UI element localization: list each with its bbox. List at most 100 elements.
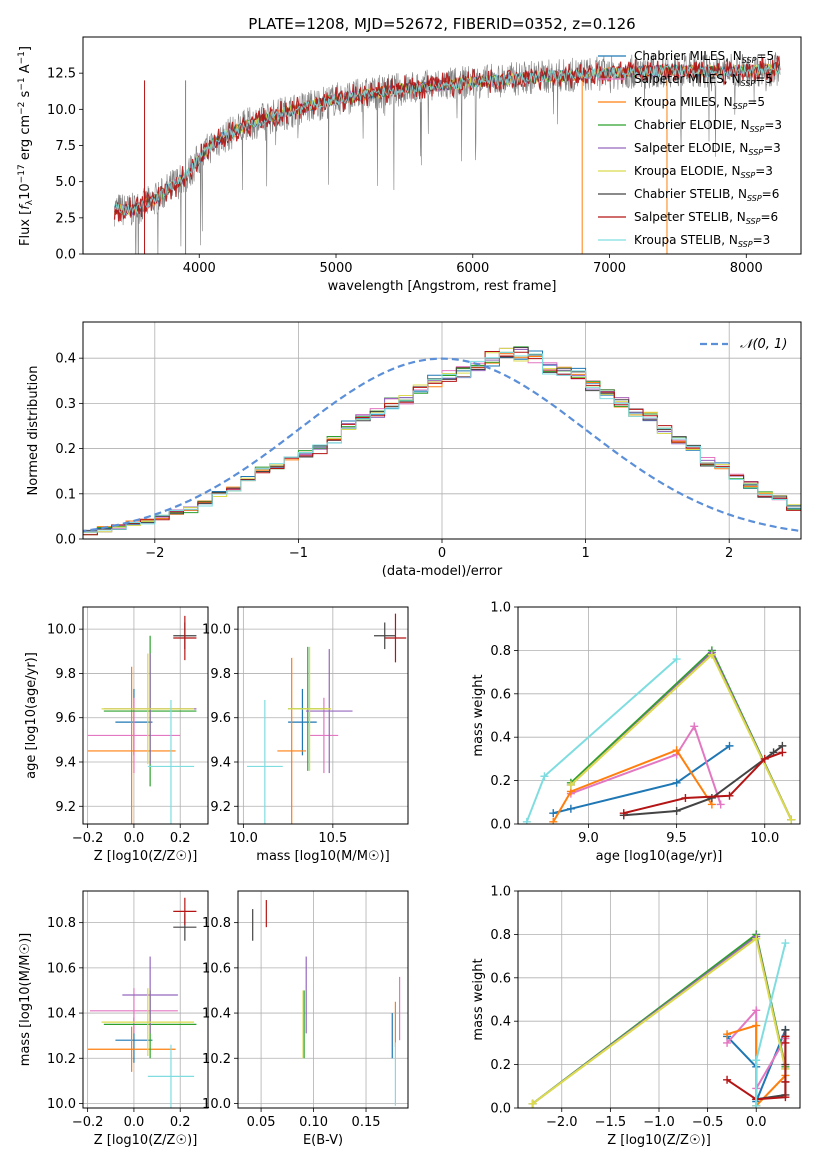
panel-residuals: −2 −1 0 1 2 0.0 0.1 0.2 0.3 0.4 (data-model)/error… [26,321,802,579]
y-tick-label: 0.3 [55,397,76,412]
series-marker [566,804,575,813]
series-marker [672,655,681,664]
y-tick-label: 0.2 [490,1058,511,1073]
x-tick-label: −0.5 [692,1115,724,1130]
series-line [570,724,722,805]
axes-frame [82,36,802,255]
series-marker [619,809,628,818]
series-marker [723,1075,732,1084]
series-marker [540,772,549,781]
y-tick-label: 10.6 [47,961,76,976]
legend-entry: 𝒩(0, 1) [740,337,787,352]
legend-entry: Salpeter STELIB, NSSP=6 [634,210,778,226]
gaussian-curve [83,357,801,533]
panel-mass-weight-vs-Z: −2.0 −1.5 −1.0 −0.5 0.0 0.0 0.2 0.4 0.6 0.8 1.0 Z [… [471,885,801,1148]
x-tick-label: −1 [289,546,308,561]
axes-frame [82,321,802,540]
plot-area-spectrum [113,52,781,254]
y-tick-label: 10.2 [47,1052,76,1067]
series-marker [787,815,796,824]
y-tick-label: 10.0 [47,1097,76,1112]
legend-entry: Chabrier STELIB, NSSP=6 [634,187,779,203]
y-tick-label: 10.4 [47,1007,76,1022]
legend-entry: Salpeter MILES, NSSP=5 [634,72,773,88]
x-axis-label: wavelength [Angstrom, rest frame] [328,279,557,294]
y-tick-label: 7.5 [55,139,76,154]
y-tick-label: 5.0 [55,175,76,190]
x-tick-label: 9.0 [578,831,599,846]
y-tick-label: 9.8 [210,667,231,682]
legend-entry: Chabrier ELODIE, NSSP=3 [634,118,782,134]
y-axis-label: Normed distribution [26,366,41,496]
plot-area-mass-weight-vs-Z [528,930,790,1108]
x-tick-label: 7000 [593,261,626,276]
legend-entry: Kroupa ELODIE, NSSP=3 [634,164,773,180]
series-marker [778,748,787,757]
x-tick-label: −2 [145,546,164,561]
series-line [552,748,713,823]
model-line [114,62,781,216]
x-axis-label: mass [log10(M/M☉)] [256,849,389,864]
legend-entry: Kroupa STELIB, NSSP=3 [634,233,770,249]
y-tick-label: 9.6 [55,711,76,726]
panel-mass-vs-EBV: 0.05 0.10 0.15 10.0 10.2 10.4 10.6 10.8 E(B-V) [202,890,409,1148]
series-marker [672,778,681,787]
y-tick-label: 9.8 [55,667,76,682]
y-tick-label: 0.4 [490,731,511,746]
legend-entry: Salpeter ELODIE, NSSP=3 [634,141,781,157]
series-marker [781,1093,790,1102]
plot-area-age-vs-mass [246,613,407,824]
y-tick-label: 0.0 [55,248,76,263]
series-marker [549,817,558,824]
series-marker [690,722,699,731]
legend-entry: Kroupa MILES, NSSP=5 [634,95,765,111]
series-marker [725,791,734,800]
y-tick-label: 10.0 [202,623,231,638]
y-tick-label: 9.2 [55,800,76,815]
x-tick-label: 0.05 [247,1115,276,1130]
y-tick-label: 10.2 [202,1052,231,1067]
panel-mass-weight-vs-age: 9.0 9.5 10.0 0.0 0.2 0.4 0.6 0.8 1.0 age [log10(a… [471,601,801,864]
series-marker [752,1006,761,1015]
series-marker [781,1032,790,1041]
y-tick-label: 10.0 [47,103,76,118]
y-tick-label: 10.8 [202,916,231,931]
y-tick-label: 1.0 [490,601,511,616]
x-tick-label: 6000 [456,261,489,276]
x-tick-label: 8000 [730,261,763,276]
y-axis-label: mass weight [471,958,486,1040]
plot-area-mass-vs-Z [87,897,197,1108]
series-marker [672,806,681,815]
series-marker [566,780,575,789]
x-axis-label: (data-model)/error [382,564,503,579]
x-tick-label: −0.2 [72,831,104,846]
series-marker [528,1099,537,1108]
y-tick-label: 0.2 [55,442,76,457]
y-tick-label: 10.0 [202,1097,231,1112]
series-marker [752,934,761,943]
x-tick-label: 0.0 [124,1115,145,1130]
axes-frame [517,606,801,825]
y-tick-label: 10.6 [202,961,231,976]
y-tick-label: 0.1 [55,487,76,502]
series-marker [752,1101,761,1108]
y-tick-label: 0.0 [490,1102,511,1117]
y-tick-label: 10.0 [47,623,76,638]
y-tick-label: 0.8 [490,928,511,943]
y-tick-label: 10.8 [47,916,76,931]
axes-frame [237,606,409,825]
series-marker [725,741,734,750]
series-marker [752,1056,761,1065]
legend-entry: Chabrier MILES, NSSP=5 [634,49,774,65]
plot-area-residuals [83,346,801,536]
axes-frame [237,890,409,1109]
plot-area-mass-vs-EBV [252,900,401,1106]
y-tick-label: 0.0 [490,818,511,833]
histogram-step [83,350,801,536]
y-tick-label: 0.4 [55,352,76,367]
x-tick-label: −1.0 [643,1115,675,1130]
series-marker [522,817,531,824]
x-tick-label: 0.0 [746,1115,767,1130]
y-tick-label: 0.0 [55,533,76,548]
